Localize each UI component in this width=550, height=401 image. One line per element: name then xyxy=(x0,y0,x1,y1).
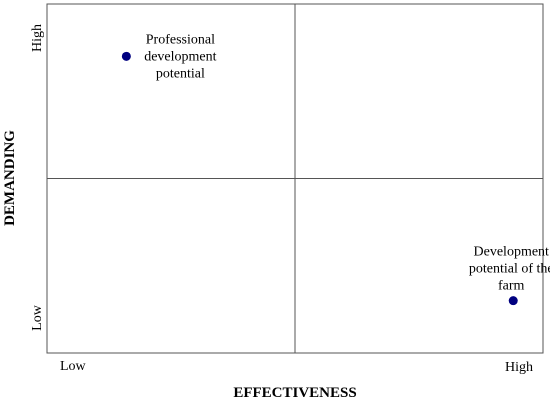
data-point-2 xyxy=(508,296,518,306)
y-axis-label: DEMANDING xyxy=(2,130,18,226)
data-point-1-label-line-1: Professional xyxy=(146,32,215,47)
data-point-1-label-line-2: development xyxy=(144,49,216,64)
data-point-2-label-line-3: farm xyxy=(498,279,525,294)
data-point-2-label-line-2: potential of the xyxy=(469,262,550,277)
data-points: Professional development potential Developm… xyxy=(121,32,550,306)
y-tick-high: High xyxy=(30,24,45,52)
y-tick-low: Low xyxy=(30,304,45,331)
x-tick-low: Low xyxy=(60,359,87,374)
x-axis-label: EFFECTIVENESS xyxy=(233,385,356,401)
data-point-1 xyxy=(121,51,131,61)
x-tick-high: High xyxy=(505,360,533,375)
data-point-2-label-line-1: Development xyxy=(474,245,550,260)
data-point-1-label-line-3: potential xyxy=(156,66,205,81)
